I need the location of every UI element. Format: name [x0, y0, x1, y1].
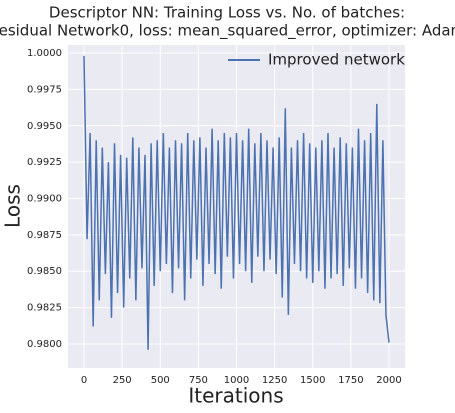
- x-tick-label: 500: [151, 375, 170, 386]
- x-axis-label: Iterations: [188, 384, 283, 408]
- x-tick-label: 1250: [262, 375, 287, 386]
- x-tick-label: 750: [189, 375, 208, 386]
- chart-subtitle: Residual Network0, loss: mean_squared_er…: [0, 22, 455, 41]
- y-tick-label: 0.9825: [27, 303, 62, 314]
- y-tick-label: 1.0000: [27, 48, 62, 59]
- x-tick-label: 250: [113, 375, 132, 386]
- y-axis-label: Loss: [1, 184, 25, 228]
- x-tick-label: 0: [81, 375, 87, 386]
- x-tick-label: 1750: [338, 375, 363, 386]
- x-tick-label: 1500: [300, 375, 325, 386]
- y-tick-label: 0.9900: [27, 193, 62, 204]
- legend-label: Improved network: [268, 51, 405, 69]
- y-tick-label: 0.9800: [27, 339, 62, 350]
- y-tick-label: 0.9875: [27, 230, 62, 241]
- y-tick-label: 0.9850: [27, 266, 62, 277]
- y-tick-label: 0.9950: [27, 121, 62, 132]
- y-tick-label: 0.9975: [27, 84, 62, 95]
- x-tick-label: 2000: [376, 375, 401, 386]
- data-line: [83, 55, 390, 350]
- chart-title: Descriptor NN: Training Loss vs. No. of …: [49, 4, 405, 22]
- y-tick-label: 0.9925: [27, 157, 62, 168]
- x-tick-label: 1000: [224, 375, 249, 386]
